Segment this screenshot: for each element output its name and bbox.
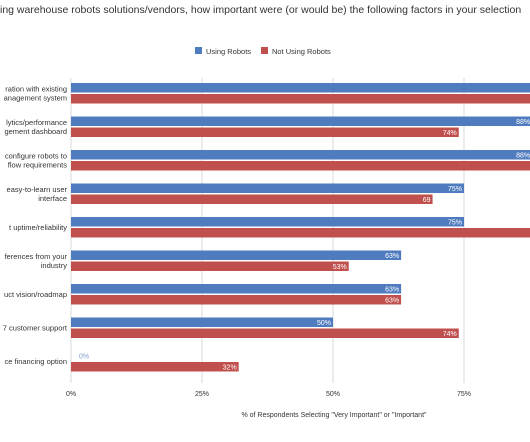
category-label: industry bbox=[41, 261, 68, 270]
bar bbox=[71, 116, 530, 126]
category-label: ration with existing bbox=[5, 85, 67, 94]
bar bbox=[71, 94, 530, 104]
bar bbox=[71, 295, 402, 305]
bar bbox=[71, 161, 530, 171]
x-tick-label: 0% bbox=[66, 391, 76, 398]
category-label: lytics/performance bbox=[6, 118, 67, 127]
bar bbox=[71, 228, 530, 238]
bar bbox=[71, 261, 349, 271]
category-label: flow requirements bbox=[8, 161, 67, 170]
legend-label-1: Not Using Robots bbox=[272, 47, 331, 56]
data-label: 53% bbox=[333, 264, 347, 271]
data-label: 88% bbox=[516, 153, 530, 160]
x-tick-label: 50% bbox=[326, 391, 340, 398]
bar bbox=[71, 83, 530, 93]
bar bbox=[71, 194, 433, 204]
x-tick-label: 25% bbox=[195, 391, 209, 398]
category-label: 7 customer support bbox=[3, 324, 68, 333]
category-label: ferences from your bbox=[4, 252, 67, 261]
data-label: 32% bbox=[223, 365, 237, 372]
data-label: 75% bbox=[448, 220, 462, 227]
category-label: configure robots to bbox=[5, 152, 67, 161]
category-label: anagement system bbox=[4, 94, 67, 103]
data-label: 50% bbox=[317, 320, 331, 327]
data-label: 63% bbox=[385, 253, 399, 260]
bar bbox=[71, 250, 402, 260]
category-label: uct vision/roadmap bbox=[4, 290, 67, 299]
category-label: ce financing option bbox=[4, 357, 67, 366]
legend-swatch-0 bbox=[195, 47, 202, 54]
chart-title: ing warehouse robots solutions/vendors, … bbox=[0, 4, 521, 16]
data-label: 88% bbox=[516, 119, 530, 126]
bar bbox=[71, 150, 530, 160]
legend-label-0: Using Robots bbox=[206, 47, 251, 56]
bar bbox=[71, 217, 464, 227]
bar bbox=[71, 127, 459, 137]
bar bbox=[71, 362, 239, 372]
data-label: 74% bbox=[443, 331, 457, 338]
category-label: t uptime/reliability bbox=[9, 223, 67, 232]
bar bbox=[71, 317, 333, 327]
data-label: 74% bbox=[443, 130, 457, 137]
x-axis-ticks: 0% 25% 50% 75% bbox=[66, 391, 471, 398]
data-label: 75% bbox=[448, 186, 462, 193]
bar bbox=[71, 328, 459, 338]
category-label: gement dashboard bbox=[4, 127, 67, 136]
category-label: easy-to-learn user bbox=[7, 185, 68, 194]
bar bbox=[71, 183, 464, 193]
legend: Using Robots Not Using Robots bbox=[195, 47, 331, 56]
category-label: interface bbox=[38, 194, 67, 203]
data-label: 0% bbox=[79, 354, 89, 361]
data-label: 69 bbox=[423, 197, 431, 204]
data-label: 63% bbox=[385, 298, 399, 305]
x-axis-label: % of Respondents Selecting "Very Importa… bbox=[241, 412, 427, 419]
bars: 88% 74% 88% 75% 69 75% 63% 53% 63% 63% 50% 74% 0% 32% bbox=[71, 83, 530, 372]
data-label: 63% bbox=[385, 287, 399, 294]
legend-swatch-1 bbox=[261, 47, 268, 54]
x-tick-label: 75% bbox=[457, 391, 471, 398]
bar bbox=[71, 284, 402, 294]
